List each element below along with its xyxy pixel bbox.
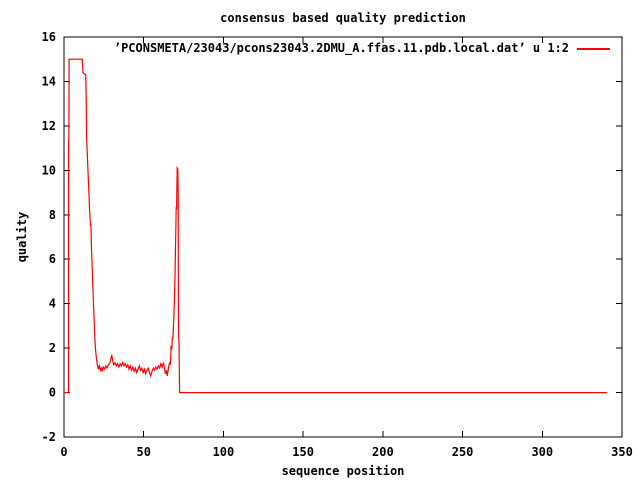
legend-line-sample — [577, 47, 610, 50]
data-line — [64, 58, 607, 394]
x-axis-label: sequence position — [281, 464, 405, 478]
y-tick-label: 4 — [49, 297, 56, 311]
y-tick-label: 0 — [49, 386, 56, 400]
y-tick-label: 16 — [42, 30, 56, 44]
y-tick-label: 10 — [42, 163, 56, 177]
x-tick-label: 350 — [611, 445, 633, 459]
x-tick-label: 50 — [136, 445, 150, 459]
plot-border — [63, 36, 623, 438]
x-tick-label: 0 — [60, 445, 67, 459]
x-tick-label: 100 — [213, 445, 235, 459]
y-tick-label: 14 — [42, 74, 56, 88]
chart-title: consensus based quality prediction — [220, 11, 466, 25]
y-tick-label: 2 — [49, 341, 56, 355]
x-tick-label: 200 — [372, 445, 394, 459]
y-tick-label: 12 — [42, 119, 56, 133]
legend-label: ’PCONSMETA/23043/pcons23043.2DMU_A.ffas.… — [113, 41, 569, 55]
x-tick-label: 150 — [292, 445, 314, 459]
y-tick-label: -2 — [42, 430, 56, 444]
y-tick-label: 6 — [49, 252, 56, 266]
y-axis-label: quality — [15, 211, 29, 263]
legend: ’PCONSMETA/23043/pcons23043.2DMU_A.ffas.… — [114, 42, 610, 55]
x-tick-label: 300 — [531, 445, 553, 459]
y-tick-label: 8 — [49, 208, 56, 222]
x-tick-label: 250 — [452, 445, 474, 459]
